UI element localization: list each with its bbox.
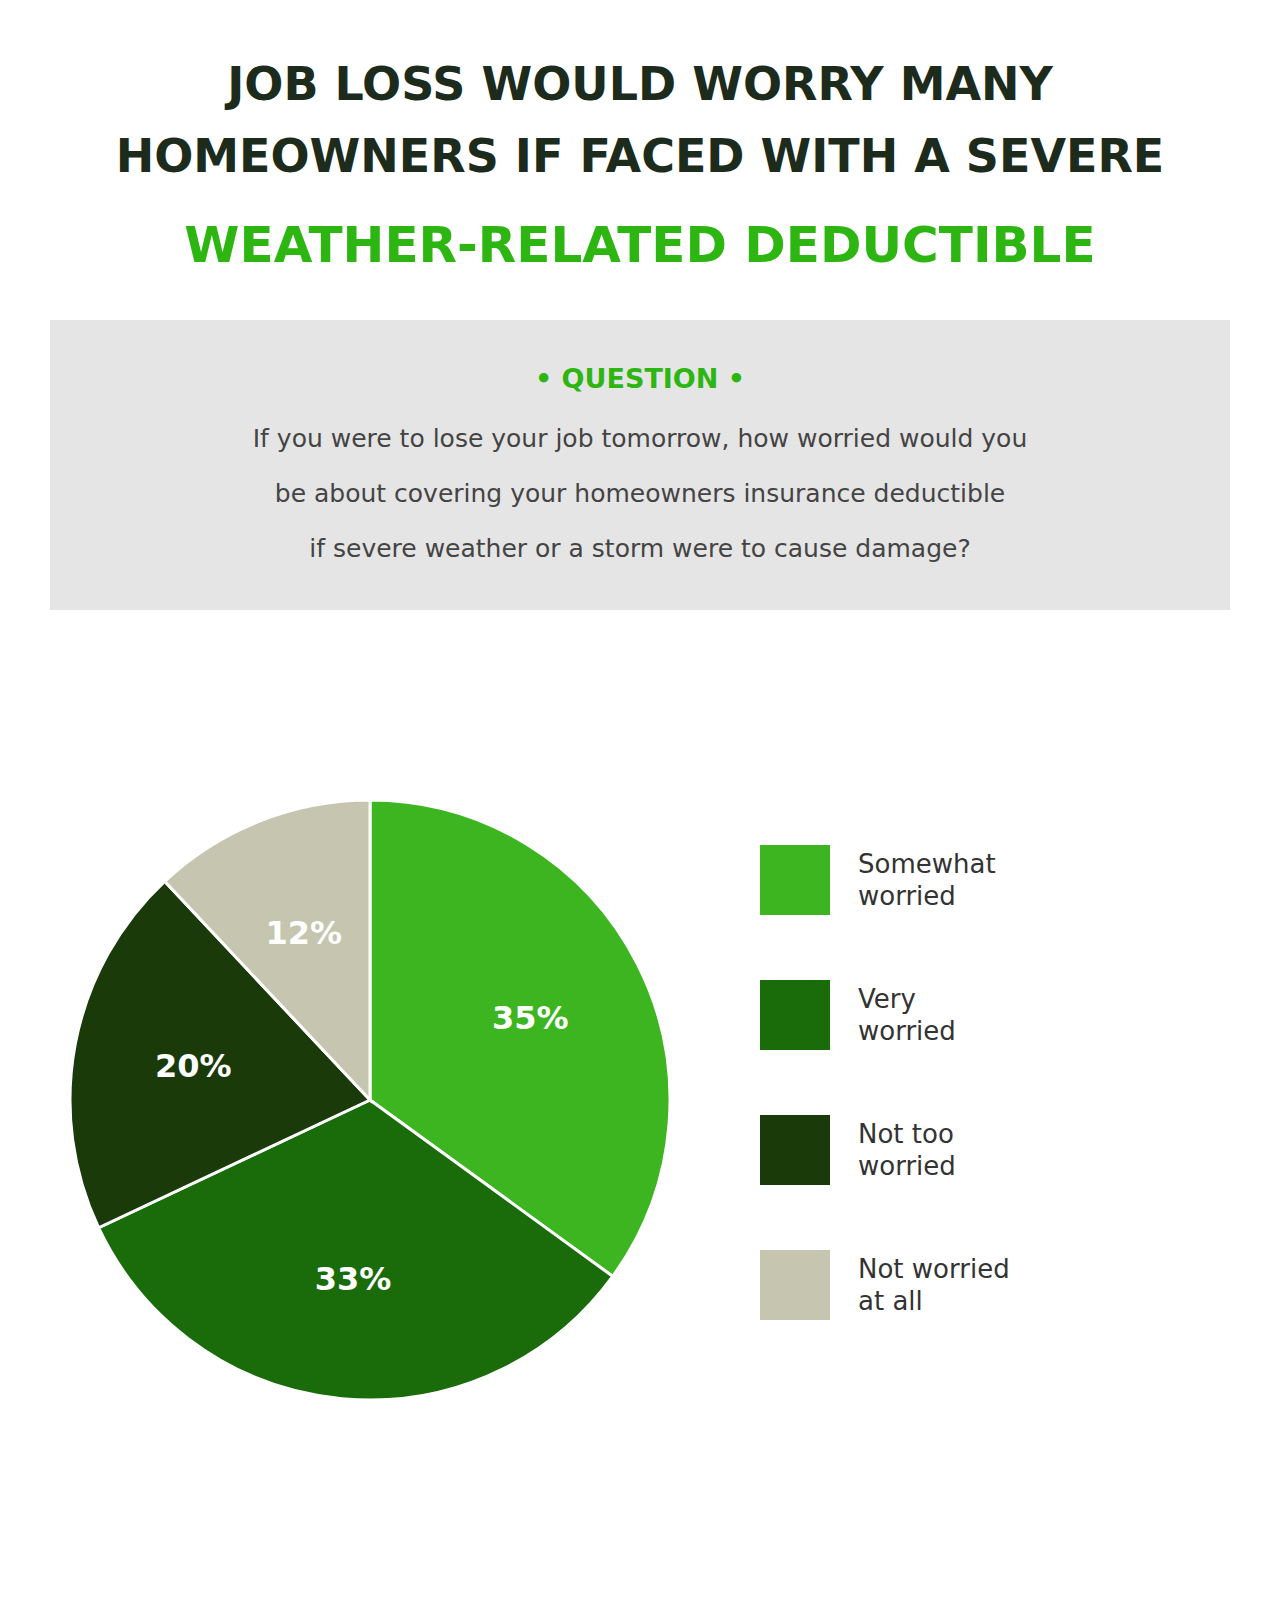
data-label: 20% <box>155 1047 232 1085</box>
legend-label: Somewhatworried <box>858 849 996 911</box>
background <box>0 0 1280 1599</box>
legend-label: Not worriedat all <box>858 1254 1010 1316</box>
question-box <box>50 320 1230 610</box>
question-text: If you were to lose your job tomorrow, h… <box>253 424 1028 453</box>
pie <box>70 800 670 1400</box>
data-label: 12% <box>265 914 342 952</box>
legend-label: Not tooworried <box>858 1119 956 1181</box>
data-label: 33% <box>315 1260 392 1298</box>
legend-label: Veryworried <box>858 984 956 1046</box>
title: JOB LOSS WOULD WORRY MANYHOMEOWNERS IF F… <box>116 57 1165 183</box>
legend-swatch <box>760 1115 830 1185</box>
legend-swatch <box>760 1250 830 1320</box>
pie-labels: 35% 33% 20% 12% <box>155 914 569 1299</box>
question-label: • QUESTION • <box>535 363 745 394</box>
legend-swatch <box>760 845 830 915</box>
question-text: be about covering your homeowners insura… <box>275 479 1005 508</box>
chart: JOB LOSS WOULD WORRY MANYHOMEOWNERS IF F… <box>0 0 1280 1599</box>
data-label: 35% <box>492 999 569 1037</box>
legend: Somewhatworried Veryworried Not tooworried… <box>760 845 1010 1320</box>
legend-swatch <box>760 980 830 1050</box>
question-text: if severe weather or a storm were to cau… <box>309 534 970 563</box>
subtitle: WEATHER-RELATED DEDUCTIBLE <box>184 216 1095 274</box>
